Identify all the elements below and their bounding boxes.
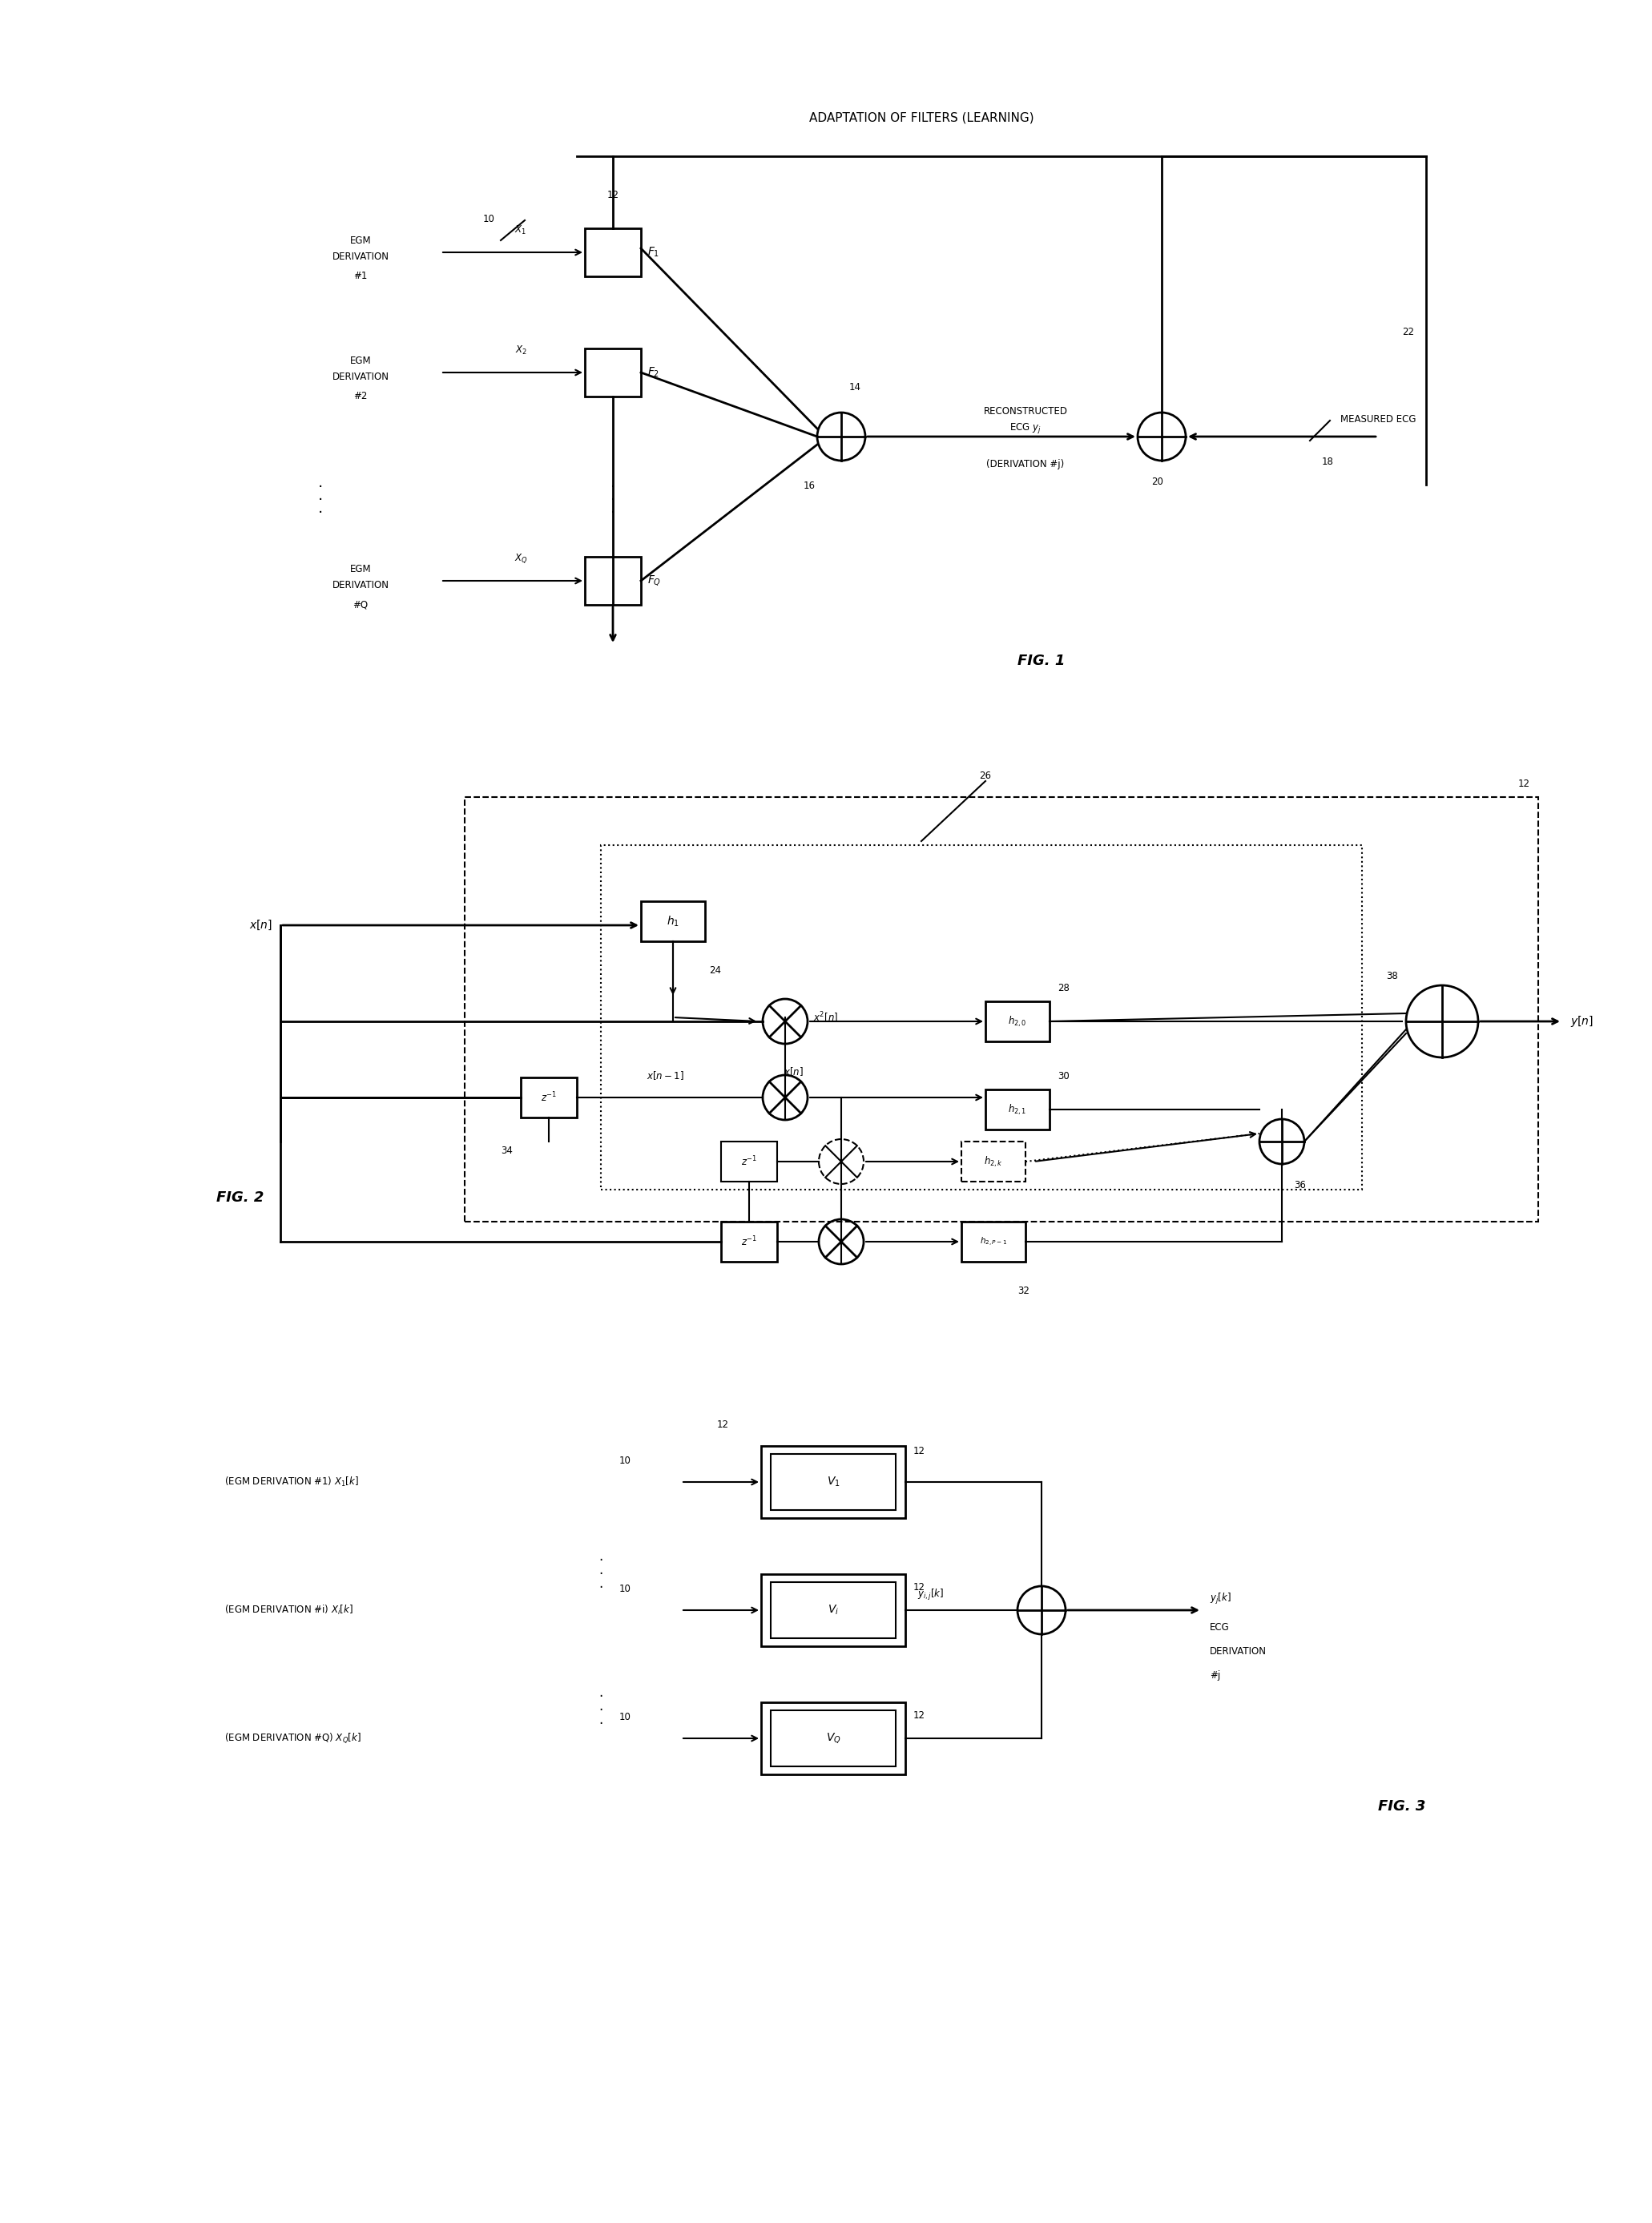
Text: 10: 10	[620, 1456, 631, 1465]
Text: (EGM DERIVATION #1) $X_1[k]$: (EGM DERIVATION #1) $X_1[k]$	[225, 1476, 358, 1489]
Text: $h_{2,P-1}$: $h_{2,P-1}$	[980, 1236, 1008, 1247]
Text: 16: 16	[803, 480, 814, 491]
Text: $F_1$: $F_1$	[648, 247, 659, 258]
FancyBboxPatch shape	[720, 1143, 776, 1183]
FancyBboxPatch shape	[585, 229, 641, 276]
Text: 12: 12	[914, 1445, 925, 1456]
FancyBboxPatch shape	[771, 1454, 895, 1509]
FancyBboxPatch shape	[961, 1143, 1026, 1183]
FancyBboxPatch shape	[762, 1574, 905, 1647]
Text: ·
·
·: · · ·	[317, 480, 324, 520]
FancyBboxPatch shape	[771, 1583, 895, 1638]
Text: FIG. 3: FIG. 3	[1378, 1798, 1426, 1814]
Text: $y_j[k]$: $y_j[k]$	[1209, 1592, 1231, 1607]
Text: #1: #1	[354, 271, 367, 282]
Text: ·
·
·: · · ·	[598, 1554, 603, 1594]
Text: 36: 36	[1294, 1180, 1305, 1189]
Text: 12: 12	[717, 1420, 729, 1429]
FancyBboxPatch shape	[771, 1709, 895, 1767]
Text: FIG. 1: FIG. 1	[1018, 654, 1066, 669]
Text: 18: 18	[1322, 456, 1333, 467]
FancyBboxPatch shape	[986, 1089, 1049, 1129]
Text: $x^2[n]$: $x^2[n]$	[813, 1009, 838, 1025]
Text: (EGM DERIVATION #Q) $X_Q[k]$: (EGM DERIVATION #Q) $X_Q[k]$	[225, 1732, 362, 1745]
Text: DERIVATION: DERIVATION	[1209, 1647, 1267, 1656]
Text: 22: 22	[1403, 327, 1414, 338]
Text: $V_i$: $V_i$	[828, 1603, 839, 1616]
Text: (DERIVATION #j): (DERIVATION #j)	[986, 458, 1064, 469]
FancyBboxPatch shape	[986, 1000, 1049, 1040]
Text: DERIVATION: DERIVATION	[332, 580, 388, 589]
Text: $X_1$: $X_1$	[515, 225, 527, 236]
Text: RECONSTRUCTED: RECONSTRUCTED	[983, 407, 1067, 416]
Text: $X_2$: $X_2$	[515, 345, 527, 356]
Text: EGM: EGM	[350, 356, 372, 367]
Text: $h_{2,k}$: $h_{2,k}$	[985, 1154, 1003, 1169]
Text: DERIVATION: DERIVATION	[332, 371, 388, 382]
Text: $z^{-1}$: $z^{-1}$	[540, 1091, 557, 1105]
Text: $X_Q$: $X_Q$	[514, 551, 527, 565]
Text: ECG: ECG	[1209, 1623, 1229, 1632]
Text: 10: 10	[482, 213, 494, 225]
Text: 38: 38	[1386, 971, 1398, 980]
FancyBboxPatch shape	[520, 1078, 577, 1118]
Text: MEASURED ECG: MEASURED ECG	[1340, 413, 1416, 425]
Text: 12: 12	[1518, 778, 1530, 789]
Text: $x[n-1]$: $x[n-1]$	[646, 1069, 684, 1080]
Text: $V_1$: $V_1$	[826, 1476, 839, 1489]
Text: $h_{2,1}$: $h_{2,1}$	[1008, 1103, 1028, 1116]
Text: ·
·
·: · · ·	[610, 480, 616, 520]
Text: $y[n]$: $y[n]$	[1571, 1014, 1594, 1029]
Text: FIG. 2: FIG. 2	[216, 1189, 264, 1205]
Text: 20: 20	[1151, 476, 1163, 487]
Text: $x[n]$: $x[n]$	[783, 1065, 803, 1078]
Text: 12: 12	[606, 189, 620, 200]
FancyBboxPatch shape	[762, 1445, 905, 1518]
Text: $h_{2,0}$: $h_{2,0}$	[1008, 1014, 1028, 1029]
Text: EGM: EGM	[350, 565, 372, 574]
Text: $x[n]$: $x[n]$	[249, 918, 273, 931]
FancyBboxPatch shape	[961, 1223, 1026, 1263]
Text: 10: 10	[620, 1583, 631, 1594]
Text: $y_{i,j}[k]$: $y_{i,j}[k]$	[917, 1587, 943, 1603]
FancyBboxPatch shape	[762, 1703, 905, 1774]
Text: #j: #j	[1209, 1669, 1221, 1681]
Text: 30: 30	[1057, 1071, 1069, 1080]
Text: $h_1$: $h_1$	[666, 914, 679, 929]
Text: $z^{-1}$: $z^{-1}$	[742, 1236, 757, 1249]
Text: 32: 32	[1018, 1285, 1029, 1296]
Text: EGM: EGM	[350, 236, 372, 245]
FancyBboxPatch shape	[641, 900, 705, 940]
Text: $F_Q$: $F_Q$	[648, 574, 661, 587]
FancyBboxPatch shape	[585, 349, 641, 396]
Text: ADAPTATION OF FILTERS (LEARNING): ADAPTATION OF FILTERS (LEARNING)	[809, 111, 1034, 124]
Text: ·
·
·: · · ·	[598, 1689, 603, 1732]
Text: 12: 12	[914, 1709, 925, 1721]
FancyBboxPatch shape	[464, 798, 1538, 1223]
FancyBboxPatch shape	[720, 1223, 776, 1263]
Text: 26: 26	[980, 771, 991, 780]
Text: #Q: #Q	[354, 600, 368, 609]
Text: $F_2$: $F_2$	[648, 367, 659, 380]
Text: (EGM DERIVATION #i) $X_i[k]$: (EGM DERIVATION #i) $X_i[k]$	[225, 1603, 354, 1616]
Text: 28: 28	[1057, 983, 1069, 994]
FancyBboxPatch shape	[601, 845, 1361, 1189]
Text: 34: 34	[501, 1145, 512, 1156]
Text: #2: #2	[354, 391, 367, 402]
Text: ECG $y_j$: ECG $y_j$	[1009, 422, 1041, 436]
Text: 14: 14	[849, 382, 861, 393]
FancyBboxPatch shape	[585, 556, 641, 605]
Text: 12: 12	[914, 1583, 925, 1592]
Text: DERIVATION: DERIVATION	[332, 251, 388, 262]
Text: 24: 24	[709, 965, 720, 976]
Text: $V_Q$: $V_Q$	[826, 1732, 841, 1745]
Text: 10: 10	[620, 1712, 631, 1723]
Text: $z^{-1}$: $z^{-1}$	[742, 1156, 757, 1169]
